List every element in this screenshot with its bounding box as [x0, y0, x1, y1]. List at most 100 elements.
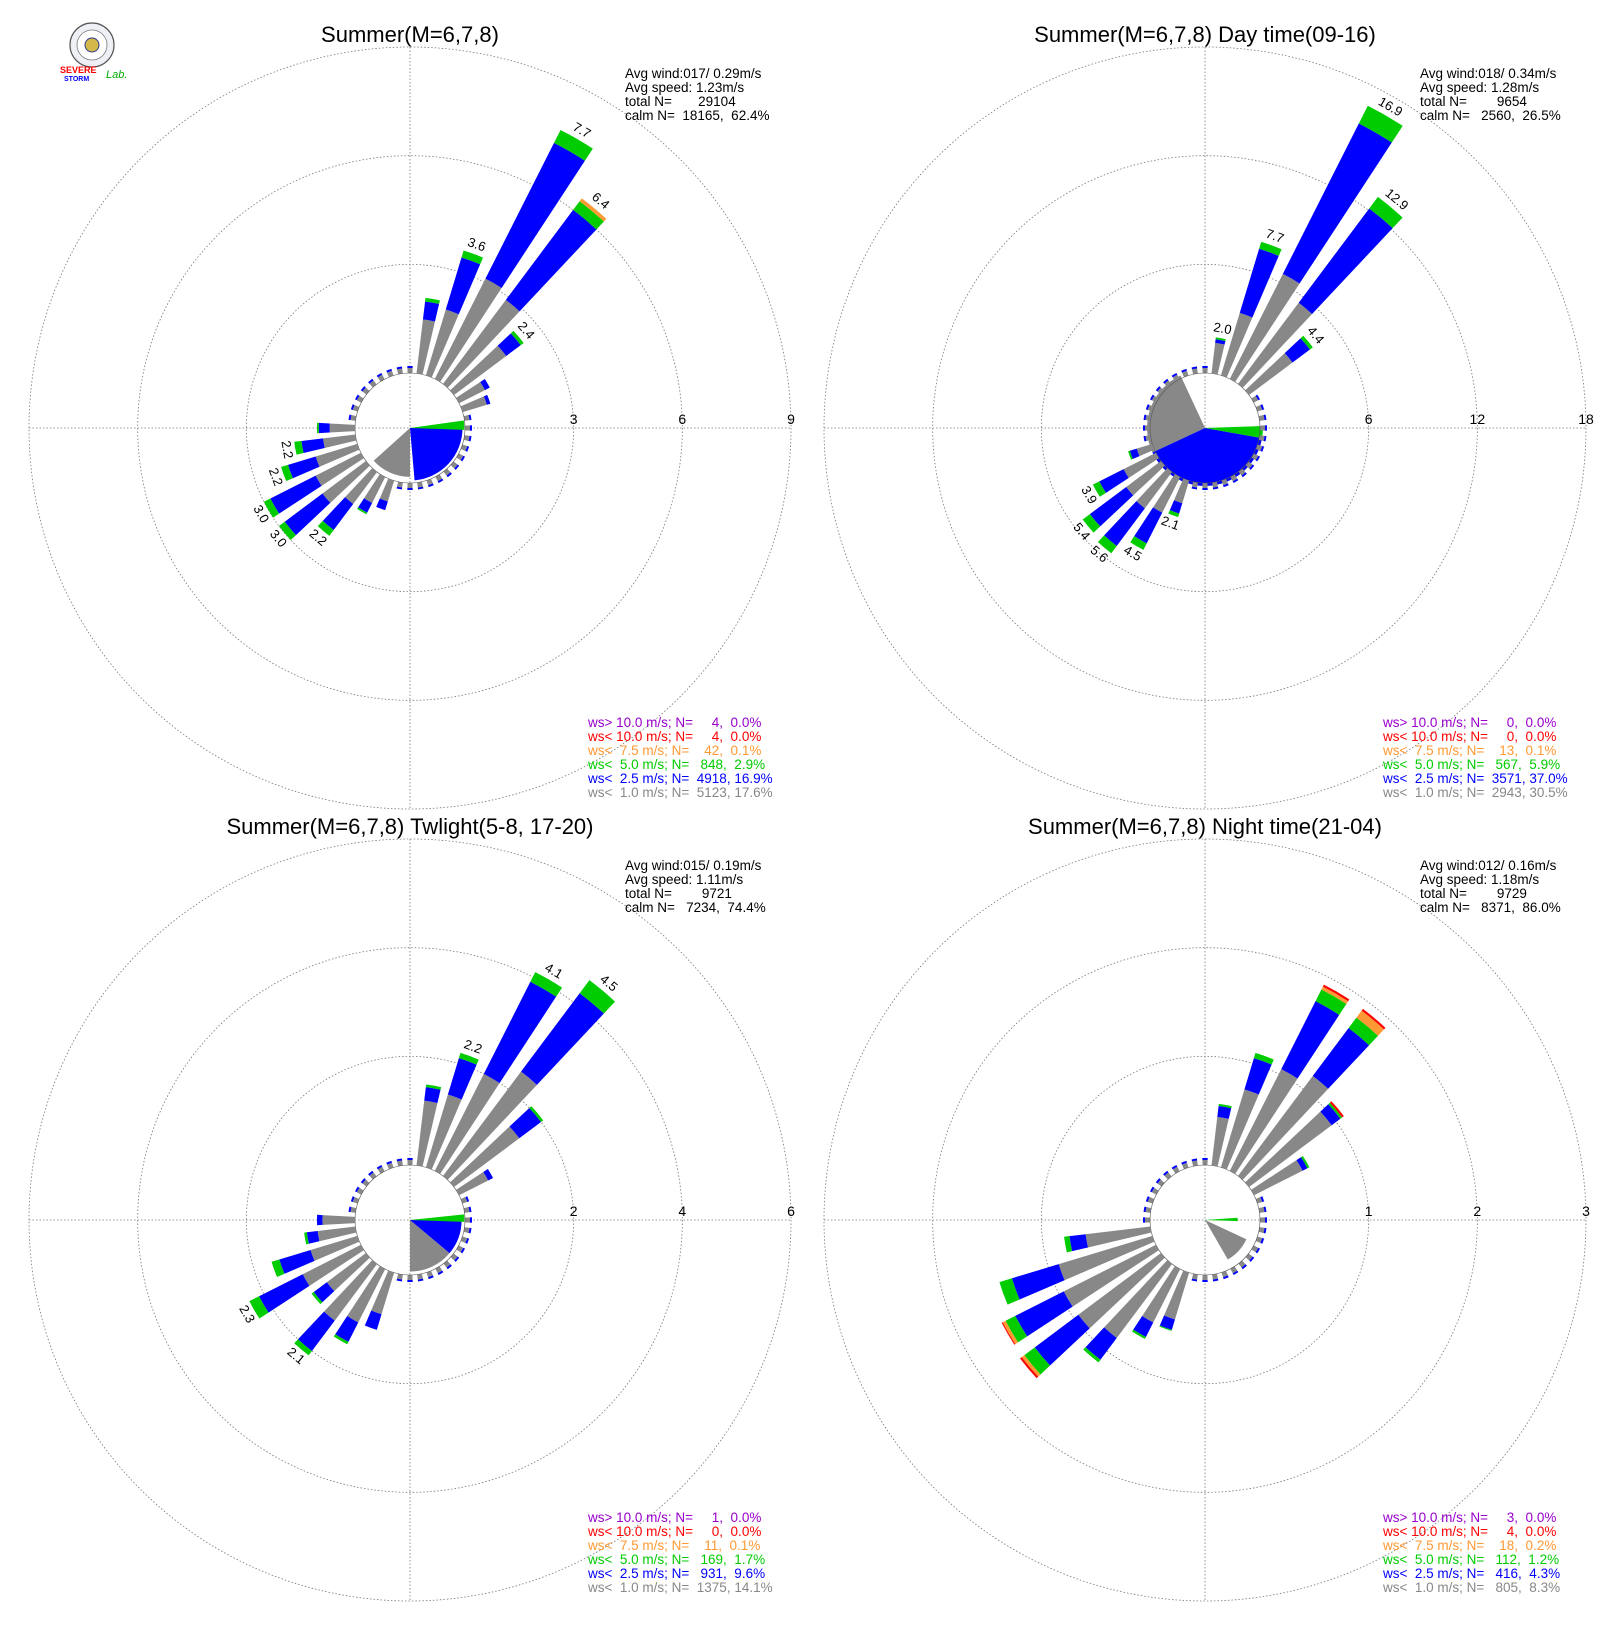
- sector-bar-240-orange: [1002, 1320, 1019, 1345]
- calm-tick-blue: [1223, 1275, 1229, 1280]
- sector-bar-230-blue: [1089, 486, 1134, 527]
- sector-bar-200-blue: [1159, 1315, 1175, 1330]
- stats-line: Avg speed: 1.23m/s: [625, 80, 744, 95]
- sector-bar-10-blue: [1217, 1106, 1232, 1119]
- stats-line: Avg wind:018/ 0.34m/s: [1420, 66, 1557, 81]
- sector-bar-220-gray: [345, 468, 378, 504]
- sector-bar-50-green: [529, 1106, 544, 1122]
- calm-tick-blue: [1181, 368, 1187, 373]
- sector-bar-260-blue: [1069, 1234, 1088, 1252]
- axis-tick-label: 9: [787, 411, 795, 427]
- logo-emblem: [84, 37, 100, 53]
- sector-bar-10-gray: [1211, 1116, 1229, 1167]
- calm-tick: [1258, 435, 1265, 441]
- calm-tick: [1212, 1273, 1218, 1280]
- center-wedge-gray: [1205, 1220, 1247, 1260]
- sector-bar-220-blue: [1104, 501, 1145, 547]
- calm-tick-blue: [1232, 1270, 1239, 1275]
- sector-bar-40-gray: [1237, 302, 1313, 388]
- severe-storm-lab-logo: SEVERE STORM Lab.: [60, 22, 127, 83]
- sector-bar-270-gray: [329, 423, 356, 433]
- stats-line: Avg wind:017/ 0.29m/s: [625, 66, 762, 81]
- sector-bar-10-gray: [1211, 342, 1225, 375]
- sector-bar-40-blue: [1298, 208, 1393, 314]
- legend-entry: ws< 5.0 m/s; N= 848, 2.9%: [587, 757, 765, 772]
- sector-bar-10-green: [425, 1084, 442, 1090]
- sector-bar-230-blue: [1034, 1314, 1090, 1366]
- calm-tick-blue: [460, 1247, 465, 1254]
- calm-ring-ticks: [1143, 366, 1267, 490]
- sector-bar-30-red: [1322, 984, 1350, 1002]
- calm-tick-blue: [1191, 366, 1198, 370]
- sector-bar-270-blue: [318, 422, 330, 434]
- calm-tick-blue: [1145, 404, 1150, 410]
- sector-bar-240-blue: [259, 1274, 310, 1313]
- calm-tick-blue: [348, 414, 352, 421]
- calm-tick-blue: [468, 435, 472, 442]
- sector-bar-240-blue: [1015, 1291, 1073, 1337]
- sector-bar-210-green: [333, 1334, 349, 1345]
- sector-bar-220-green: [1097, 535, 1117, 554]
- sector-bar-210-gray: [347, 1266, 386, 1323]
- sector-bar-30-green: [1358, 105, 1403, 143]
- sector-bar-210-gray: [1153, 474, 1181, 513]
- sector-bar-30-gray: [434, 1073, 500, 1174]
- sector-bar-60-blue: [1296, 1157, 1308, 1171]
- sector-bar-250-blue: [1011, 1264, 1065, 1300]
- sector-bar-50-blue: [497, 333, 521, 356]
- sector-bar-20-green: [1259, 241, 1282, 256]
- chart-title: Summer(M=6,7,8) Day time(09-16): [1034, 22, 1376, 47]
- legend-entry: ws> 10.0 m/s; N= 1, 0.0%: [587, 1510, 761, 1525]
- sector-bar-10-green: [425, 297, 440, 304]
- sector-bar-210-green: [1130, 536, 1147, 550]
- calm-tick-blue: [468, 414, 472, 421]
- calm-tick: [1259, 425, 1265, 431]
- calm-tick-blue: [1260, 404, 1265, 410]
- sector-bar-260-green: [1064, 1236, 1073, 1253]
- sector-bar-200-gray: [379, 478, 395, 502]
- calm-tick-blue: [446, 1264, 452, 1270]
- calm-tick: [1192, 1160, 1198, 1167]
- sector-bar-50-green: [1328, 1102, 1343, 1119]
- sector-bar-210-blue: [1133, 1316, 1154, 1337]
- sector-bar-50-green: [510, 330, 524, 346]
- sector-bar-50-gray: [450, 1126, 520, 1188]
- legend-entry: ws> 10.0 m/s; N= 4, 0.0%: [587, 715, 761, 730]
- calm-tick-blue: [1255, 455, 1260, 462]
- calm-tick: [1259, 1217, 1265, 1223]
- grid-ring-3: [28, 838, 792, 1602]
- sector-bar-50-gray: [450, 345, 507, 396]
- sector-bar-20-green: [461, 250, 484, 265]
- sector-bar-250-gray: [315, 443, 360, 467]
- legend-entry: ws< 1.0 m/s; N= 1375, 14.1%: [587, 1580, 773, 1595]
- logo-text-severe: SEVERE: [60, 65, 97, 75]
- sector-bar-250-green: [999, 1278, 1020, 1305]
- axis-tick-label: 2: [570, 1203, 578, 1219]
- calm-tick: [1255, 444, 1263, 451]
- calm-tick: [1145, 415, 1152, 421]
- sector-bar-250-blue: [1129, 448, 1140, 459]
- calm-tick: [1147, 1197, 1155, 1204]
- calm-tick-blue: [465, 1238, 470, 1244]
- calm-tick-blue: [1202, 1279, 1208, 1282]
- sector-bar-30-gray: [1229, 1069, 1298, 1174]
- calm-tick: [1192, 368, 1198, 375]
- windrose-panel-2: 2.07.716.912.94.42.14.55.65.43.96 12 18Sum…: [823, 22, 1594, 810]
- axis-tick-label: 3: [570, 411, 578, 427]
- axis-tick-label: 2: [1473, 1203, 1481, 1219]
- sector-bar-240-gray: [1063, 1244, 1159, 1307]
- calm-tick: [1255, 1197, 1263, 1204]
- calm-tick: [407, 482, 413, 489]
- stats-line: calm N= 2560, 26.5%: [1420, 108, 1561, 123]
- stats-line: total N= 9729: [1420, 886, 1527, 901]
- sector-bar-200-blue: [1169, 500, 1183, 514]
- sector-bar-200-gray: [1174, 478, 1190, 504]
- calm-tick-blue: [376, 1165, 383, 1170]
- calm-tick-blue: [1191, 1278, 1198, 1282]
- sector-bar-40-blue: [521, 993, 604, 1085]
- sector-bar-10-blue: [424, 1087, 441, 1103]
- legend-entry: ws< 2.5 m/s; N= 931, 9.6%: [587, 1566, 765, 1581]
- sector-bar-230-green: [1024, 1347, 1051, 1375]
